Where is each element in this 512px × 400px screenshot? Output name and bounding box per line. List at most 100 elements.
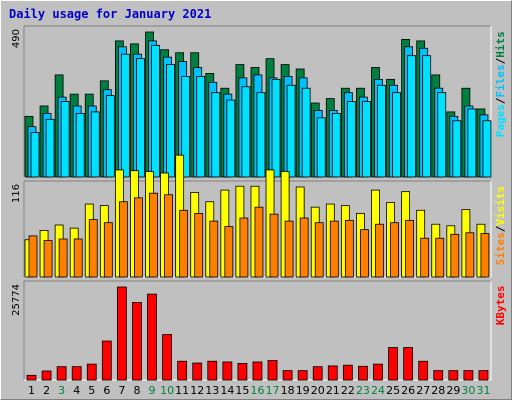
bottom-bar-kbytes-8 [132, 302, 142, 381]
bottom-bar-kbytes-24 [373, 363, 383, 381]
middle-bar-sites-9 [149, 192, 158, 278]
bottom-bar-kbytes-5 [86, 363, 97, 381]
bottom-bar-kbytes-4 [71, 366, 82, 381]
top-legend-item-3: / [494, 57, 507, 64]
bottom-bar-kbytes-25 [388, 347, 398, 381]
top-bar-pages-11 [181, 75, 191, 178]
bottom-ymax-label: 25774 [11, 284, 22, 316]
middle-bar-sites-16 [254, 206, 264, 278]
middle-legend-item-1: / [494, 225, 507, 232]
bottom-bar-kbytes-3 [56, 366, 67, 381]
top-bar-pages-18 [286, 84, 296, 178]
x-tick-16: 16 [251, 384, 265, 397]
middle-bar-sites-22 [344, 219, 354, 278]
top-bar-pages-23 [362, 101, 371, 178]
top-bar-pages-9 [151, 44, 160, 178]
middle-bar-sites-13 [209, 220, 219, 278]
middle-bar-sites-28 [435, 237, 445, 278]
middle-bar-sites-19 [299, 217, 309, 278]
top-bar-pages-28 [437, 92, 447, 178]
x-tick-19: 19 [296, 384, 310, 397]
bottom-bar-kbytes-30 [463, 370, 474, 381]
middle-bar-sites-8 [134, 197, 143, 278]
top-legend-item-1: / [494, 97, 507, 104]
x-tick-15: 15 [235, 384, 249, 397]
middle-legend-item-2: Visits [494, 186, 507, 226]
bottom-bar-kbytes-10 [162, 334, 172, 381]
bottom-bar-kbytes-16 [252, 361, 263, 381]
x-tick-29: 29 [446, 384, 460, 397]
middle-bar-sites-23 [360, 229, 369, 278]
middle-bar-sites-4 [73, 238, 83, 278]
top-legend-item-2: Files [494, 64, 507, 97]
middle-bar-sites-11 [179, 209, 189, 278]
x-tick-20: 20 [311, 384, 325, 397]
x-tick-4: 4 [73, 384, 80, 397]
bottom-bar-kbytes-12 [192, 362, 203, 381]
bottom-legend-item-0: KBytes [494, 285, 507, 325]
top-bar-pages-14 [226, 99, 236, 178]
bottom-bar-kbytes-29 [448, 370, 459, 381]
middle-bar-sites-6 [103, 222, 113, 278]
middle-bar-sites-26 [405, 219, 415, 278]
bottom-bar-kbytes-23 [358, 365, 368, 381]
x-tick-5: 5 [88, 384, 95, 397]
top-legend-item-0: Pages [494, 104, 507, 137]
x-tick-24: 24 [371, 384, 385, 397]
top-bar-pages-24 [377, 84, 386, 178]
middle-bar-sites-5 [88, 219, 98, 278]
bottom-bar-kbytes-6 [101, 340, 112, 381]
bottom-bar-kbytes-31 [478, 370, 489, 381]
middle-bar-sites-3 [58, 238, 68, 278]
x-tick-14: 14 [220, 384, 234, 397]
middle-bar-sites-25 [390, 222, 399, 278]
middle-bar-sites-14 [224, 226, 234, 278]
top-bar-pages-7 [120, 53, 130, 178]
middle-bar-sites-15 [239, 217, 249, 278]
x-tick-30: 30 [461, 384, 475, 397]
bottom-bar-kbytes-9 [147, 293, 157, 381]
bottom-bar-kbytes-1 [26, 374, 37, 381]
top-bar-pages-29 [452, 120, 462, 178]
middle-bar-sites-29 [450, 233, 460, 278]
bottom-bar-kbytes-21 [327, 365, 338, 381]
middle-bar-sites-10 [164, 194, 173, 278]
top-bar-pages-2 [45, 118, 55, 178]
top-bar-pages-26 [407, 55, 417, 178]
x-tick-21: 21 [326, 384, 340, 397]
bottom-bar-kbytes-19 [297, 370, 308, 381]
middle-bar-sites-31 [480, 233, 490, 278]
x-tick-3: 3 [58, 384, 65, 397]
middle-bar-sites-17 [269, 213, 279, 278]
x-tick-28: 28 [431, 384, 445, 397]
middle-bar-sites-24 [375, 223, 384, 278]
bottom-bar-kbytes-7 [116, 286, 127, 381]
middle-ymax-label: 116 [11, 184, 22, 203]
top-bar-pages-19 [301, 87, 311, 178]
bottom-bar-kbytes-27 [418, 360, 429, 381]
x-tick-11: 11 [175, 384, 189, 397]
bottom-bar-kbytes-11 [177, 360, 188, 381]
x-tick-10: 10 [160, 384, 174, 397]
x-tick-18: 18 [281, 384, 295, 397]
middle-bar-sites-18 [284, 220, 294, 278]
middle-legend-item-0: Sites [494, 232, 507, 265]
middle-bar-sites-2 [43, 240, 53, 278]
x-tick-8: 8 [133, 384, 140, 397]
bottom-bar-kbytes-2 [41, 370, 52, 381]
top-legend: Pages/Files/Hits [494, 31, 507, 137]
x-tick-7: 7 [118, 384, 125, 397]
x-tick-27: 27 [416, 384, 430, 397]
bottom-bar-kbytes-13 [207, 360, 218, 381]
middle-bar-sites-30 [465, 232, 475, 278]
top-bar-pages-4 [75, 112, 85, 178]
middle-bar-sites-21 [329, 220, 339, 278]
x-tick-26: 26 [401, 384, 415, 397]
x-tick-31: 31 [476, 384, 490, 397]
bottom-legend: KBytes [494, 285, 507, 325]
top-bar-pages-8 [136, 58, 145, 178]
x-tick-1: 1 [28, 384, 35, 397]
top-bar-pages-13 [211, 92, 221, 178]
